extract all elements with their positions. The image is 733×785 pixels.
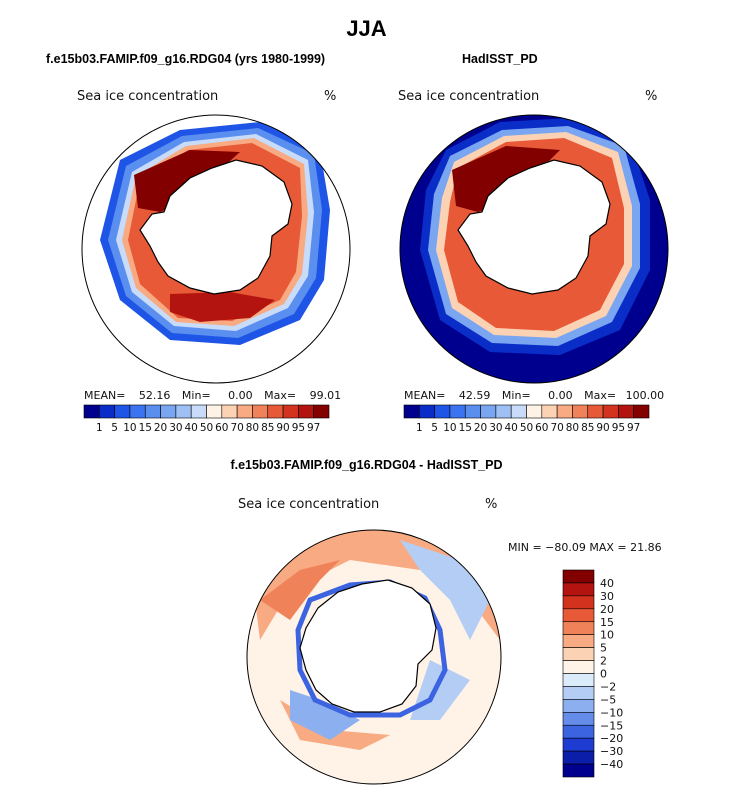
left-colorbar-tick-label: 95 [292, 422, 305, 434]
left-min-label: Min= [181, 389, 211, 402]
diff-units-label: % [485, 497, 498, 512]
right-mean-label: MEAN= [404, 389, 446, 402]
page-title: JJA [346, 16, 387, 41]
right-min-label: Min= [501, 389, 531, 402]
left-min-value: 0.00 [228, 389, 253, 402]
right-colorbar-tick-label: 5 [431, 422, 438, 434]
diff-colorbar-swatch [562, 608, 595, 623]
left-colorbar-tick-label: 85 [261, 422, 274, 434]
diff-colorbar-swatch [562, 621, 595, 635]
left-colorbar-tick-label: 10 [123, 422, 136, 434]
diff-colorbar-swatch [562, 724, 595, 739]
diff-colorbar-swatch [562, 569, 595, 584]
diff-colorbar-swatch [562, 673, 595, 687]
right-colorbar-tick-label: 60 [535, 422, 548, 434]
right-colorbar-tick-label: 20 [474, 422, 487, 434]
diff-colorbar-tick-label: −30 [600, 745, 623, 758]
diff-minmax: MIN = −80.09 MAX = 21.86 [508, 541, 662, 554]
left-colorbar-tick-label: 70 [230, 422, 243, 434]
left-colorbar-tick-label: 50 [200, 422, 213, 434]
right-mean-value: 42.59 [458, 389, 491, 402]
right-stats: MEAN= 42.59 Min= 0.00 Max= 100.00 [404, 389, 664, 402]
diff-colorbar-tick-label: −15 [600, 719, 623, 732]
right-colorbar-tick-label: 1 [416, 422, 423, 434]
left-variable-label: Sea ice concentration [77, 89, 219, 104]
diff-colorbar-swatch [562, 686, 595, 700]
diff-colorbar-tick-label: 30 [600, 590, 614, 603]
right-antarctica [457, 159, 611, 295]
right-colorbar-tick-label: 40 [505, 422, 518, 434]
left-colorbar-tick-label: 1 [96, 422, 103, 434]
right-panel-title: HadISST_PD [462, 52, 538, 66]
diff-colorbar-swatch [562, 763, 595, 778]
left-antarctica [139, 159, 293, 295]
left-mean-value: 52.16 [138, 389, 171, 402]
left-max-value: 99.01 [309, 389, 342, 402]
left-colorbar-tick-label: 20 [154, 422, 167, 434]
diff-colorbar-tick-label: 5 [600, 642, 607, 655]
diff-colorbar-tick-label: 2 [600, 655, 607, 668]
diff-colorbar-tick-label: −40 [600, 758, 623, 771]
left-panel-title: f.e15b03.FAMIP.f09_g16.RDG04 (yrs 1980-1… [46, 52, 326, 66]
left-colorbar-tick-label: 30 [169, 422, 182, 434]
right-colorbar-tick-label: 97 [627, 422, 640, 434]
right-max-value: 100.00 [625, 389, 665, 402]
diff-colorbar-swatch [562, 582, 595, 597]
diff-colorbar-tick-label: 0 [600, 668, 607, 681]
diff-colorbar-swatch [562, 750, 595, 765]
diff-colorbar-swatch [562, 647, 595, 661]
diff-panel-title: f.e15b03.FAMIP.f09_g16.RDG04 - HadISST_P… [230, 458, 503, 472]
right-colorbar-tick-label: 30 [489, 422, 502, 434]
diff-field [247, 530, 501, 784]
left-colorbar-tick-label: 80 [246, 422, 259, 434]
left-colorbar-tick-label: 60 [215, 422, 228, 434]
diff-colorbar-tick-label: −20 [600, 732, 623, 745]
right-variable-label: Sea ice concentration [398, 89, 540, 104]
right-units-label: % [645, 89, 658, 104]
right-colorbar-tick-label: 80 [566, 422, 579, 434]
diff-colorbar-swatch [562, 712, 595, 726]
left-colorbar-tick-label: 15 [139, 422, 152, 434]
left-mean-label: MEAN= [84, 389, 126, 402]
diff-colorbar-swatch [562, 634, 595, 648]
right-colorbar-swatch [633, 404, 650, 419]
diff-antarctica [299, 579, 437, 713]
right-colorbar-tick-label: 95 [612, 422, 625, 434]
right-colorbar-tick-label: 90 [596, 422, 609, 434]
right-max-label: Max= [584, 389, 617, 402]
diff-colorbar-tick-label: −10 [600, 706, 623, 719]
left-max-label: Max= [264, 389, 297, 402]
right-colorbar-tick-label: 10 [443, 422, 456, 434]
left-stats: MEAN= 52.16 Min= 0.00 Max= 99.01 [84, 389, 341, 402]
left-colorbar-swatch [313, 404, 330, 419]
left-colorbar-tick-label: 5 [111, 422, 118, 434]
right-colorbar-tick-label: 50 [520, 422, 533, 434]
left-units-label: % [324, 89, 337, 104]
right-colorbar-tick-label: 15 [459, 422, 472, 434]
diff-colorbar-tick-label: 40 [600, 577, 614, 590]
diff-colorbar-tick-label: 10 [600, 629, 614, 642]
left-colorbar-tick-label: 40 [185, 422, 198, 434]
diff-colorbar-swatch [562, 595, 595, 610]
diff-colorbar-tick-label: 15 [600, 616, 614, 629]
diff-variable-label: Sea ice concentration [238, 497, 380, 512]
diff-colorbar-swatch [562, 737, 595, 752]
right-min-value: 0.00 [548, 389, 573, 402]
diff-colorbar-swatch [562, 699, 595, 713]
right-colorbar-tick-label: 85 [581, 422, 594, 434]
diff-colorbar-tick-label: −5 [600, 693, 616, 706]
left-colorbar-tick-label: 90 [276, 422, 289, 434]
left-colorbar-tick-label: 97 [307, 422, 320, 434]
diff-colorbar-tick-label: −2 [600, 680, 616, 693]
diff-colorbar-tick-label: 20 [600, 603, 614, 616]
diff-colorbar-swatch [562, 660, 595, 674]
right-colorbar-tick-label: 70 [550, 422, 563, 434]
